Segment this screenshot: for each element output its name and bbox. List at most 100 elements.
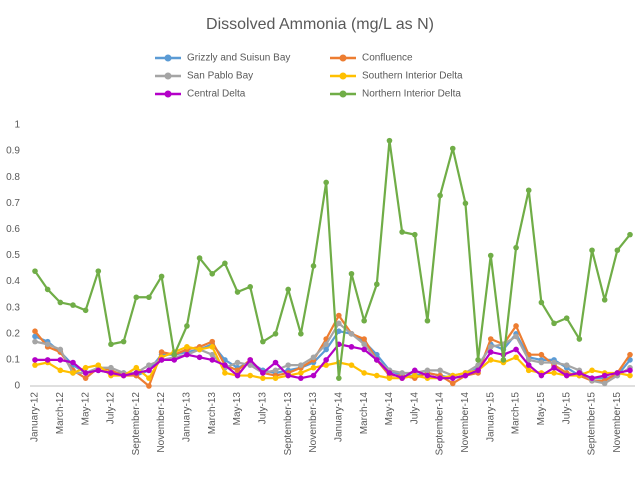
data-point bbox=[120, 372, 127, 379]
data-point bbox=[260, 375, 266, 381]
data-point bbox=[361, 370, 367, 376]
data-point bbox=[209, 270, 216, 277]
data-point bbox=[627, 231, 633, 238]
data-point bbox=[32, 328, 38, 334]
y-tick-label: 1 bbox=[14, 120, 20, 131]
data-point bbox=[146, 375, 152, 381]
data-point bbox=[82, 375, 89, 381]
data-point bbox=[589, 367, 595, 374]
data-point bbox=[361, 341, 367, 348]
data-point bbox=[374, 372, 380, 379]
y-tick-label: 0.3 bbox=[6, 302, 20, 313]
data-point bbox=[184, 323, 190, 329]
data-point bbox=[108, 370, 114, 376]
data-point bbox=[361, 317, 367, 324]
data-point bbox=[449, 375, 456, 381]
data-point bbox=[449, 145, 456, 152]
x-tick-label: November-14 bbox=[460, 392, 471, 453]
data-point bbox=[158, 273, 165, 280]
data-point bbox=[589, 375, 595, 381]
data-point bbox=[272, 367, 279, 374]
y-tick-label: 0.6 bbox=[6, 224, 20, 235]
data-point bbox=[196, 346, 203, 353]
x-tick-label: May-15 bbox=[536, 392, 547, 426]
data-point bbox=[374, 357, 380, 363]
data-point bbox=[424, 367, 431, 374]
legend-marker bbox=[339, 90, 347, 98]
data-point bbox=[108, 364, 114, 371]
data-point bbox=[57, 357, 64, 363]
data-point bbox=[298, 370, 304, 376]
data-point bbox=[538, 351, 545, 358]
legend-label: Central Delta bbox=[187, 89, 246, 100]
data-point bbox=[386, 375, 393, 381]
data-point bbox=[348, 331, 355, 337]
data-point bbox=[209, 344, 216, 350]
data-point bbox=[209, 338, 216, 345]
data-point bbox=[627, 351, 633, 358]
x-tick-label: May-14 bbox=[384, 392, 395, 426]
legend-marker bbox=[164, 90, 172, 98]
data-point bbox=[563, 372, 570, 379]
data-point bbox=[336, 312, 342, 319]
data-point bbox=[576, 336, 583, 342]
x-tick-label: March-12 bbox=[55, 392, 66, 435]
data-point bbox=[234, 289, 241, 295]
data-point bbox=[310, 364, 317, 371]
data-point bbox=[298, 375, 304, 381]
x-tick-label: September-14 bbox=[435, 392, 446, 456]
data-point bbox=[551, 370, 557, 376]
data-point bbox=[234, 367, 241, 374]
chart-title: Dissolved Ammonia (mg/L as N) bbox=[206, 16, 434, 33]
data-point bbox=[500, 357, 507, 363]
x-tick-label: January-15 bbox=[485, 392, 496, 442]
data-point bbox=[538, 299, 545, 306]
data-point bbox=[576, 370, 583, 376]
data-point bbox=[95, 268, 102, 274]
y-tick-label: 0.2 bbox=[6, 328, 20, 339]
x-tick-label: September-13 bbox=[283, 392, 294, 456]
data-point bbox=[513, 346, 519, 353]
data-point bbox=[323, 346, 329, 353]
x-tick-label: January-13 bbox=[182, 392, 193, 442]
x-tick-label: September-15 bbox=[587, 392, 598, 456]
data-point bbox=[513, 323, 519, 329]
data-point bbox=[424, 372, 431, 379]
data-point bbox=[57, 367, 64, 374]
data-point bbox=[551, 320, 557, 327]
data-point bbox=[525, 367, 532, 374]
data-point bbox=[146, 294, 152, 301]
data-point bbox=[551, 364, 557, 371]
data-point bbox=[513, 244, 519, 251]
data-point bbox=[601, 297, 608, 303]
x-tick-label: July-14 bbox=[409, 392, 420, 425]
legend-marker bbox=[339, 54, 347, 62]
x-tick-label: March-15 bbox=[511, 392, 522, 435]
data-point bbox=[222, 260, 228, 267]
data-point bbox=[525, 357, 532, 363]
data-point bbox=[513, 333, 519, 340]
data-point bbox=[57, 299, 64, 306]
data-point bbox=[614, 247, 621, 254]
data-point bbox=[361, 336, 367, 342]
y-tick-label: 0.1 bbox=[6, 355, 20, 366]
data-point bbox=[449, 380, 456, 387]
data-point bbox=[475, 367, 481, 374]
data-point bbox=[146, 367, 152, 374]
data-point bbox=[146, 383, 152, 389]
data-point bbox=[133, 294, 140, 301]
data-point bbox=[513, 354, 519, 361]
data-point bbox=[70, 359, 76, 366]
data-point bbox=[209, 351, 216, 358]
data-point bbox=[399, 229, 405, 235]
data-point bbox=[70, 370, 76, 376]
data-point bbox=[336, 328, 342, 334]
data-point bbox=[95, 362, 102, 368]
data-point bbox=[323, 357, 329, 363]
data-point bbox=[133, 364, 140, 371]
data-point bbox=[196, 255, 203, 261]
data-point bbox=[32, 362, 38, 368]
data-point bbox=[70, 302, 76, 308]
data-point bbox=[247, 372, 254, 379]
